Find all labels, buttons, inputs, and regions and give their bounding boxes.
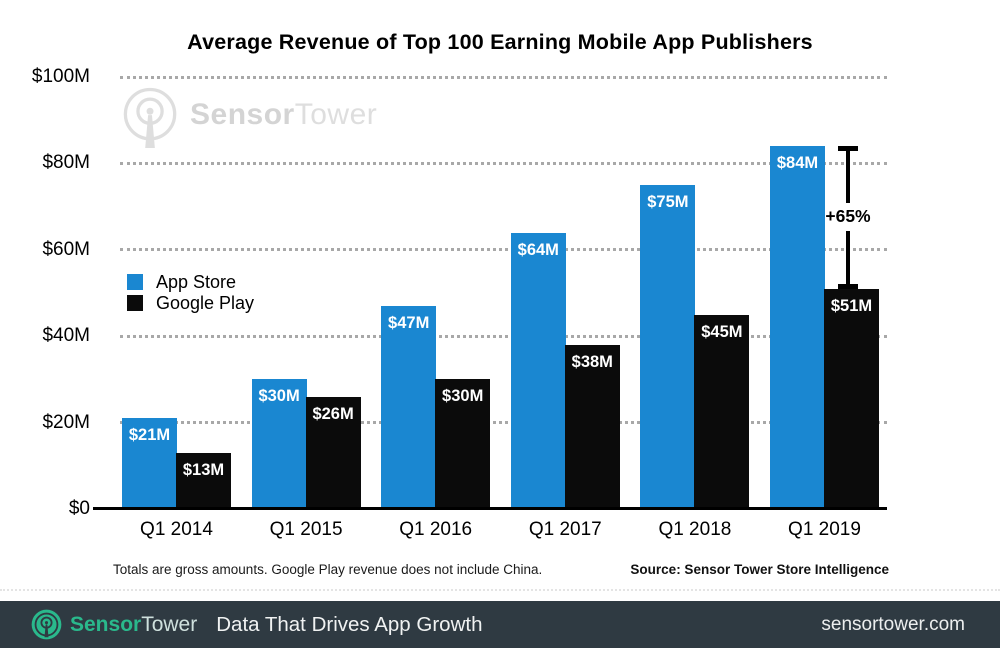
source-note: Source: Sensor Tower Store Intelligence — [630, 562, 889, 577]
legend-swatch-google-play — [127, 295, 143, 311]
chart-title: Average Revenue of Top 100 Earning Mobil… — [187, 30, 813, 54]
x-axis-label-q1-2016: Q1 2016 — [399, 519, 473, 540]
x-axis-label-q1-2015: Q1 2015 — [269, 519, 343, 540]
watermark: SensorTower — [122, 86, 377, 150]
footer-separator-line — [0, 589, 1000, 591]
sensortower-footer-logo-icon — [31, 609, 62, 640]
legend-item-app-store: App Store — [127, 271, 254, 292]
footer-tagline: Data That Drives App Growth — [216, 612, 483, 636]
y-axis-label--0: $0 — [68, 498, 90, 519]
y-axis-label--60m: $60M — [42, 238, 90, 260]
y-axis-label--80m: $80M — [42, 152, 90, 174]
x-axis-line — [93, 507, 887, 510]
gridline--100m — [120, 75, 887, 79]
footer-bar: SensorTower Data That Drives App Growth … — [0, 601, 1000, 648]
bar-value-label: $21M — [128, 426, 171, 445]
footer-brand: SensorTower — [70, 613, 197, 637]
y-axis-label--100m: $100M — [31, 66, 90, 87]
x-axis-label-q1-2017: Q1 2017 — [528, 519, 602, 540]
bar-value-label: $38M — [571, 352, 613, 371]
legend-label-google-play: Google Play — [156, 292, 255, 313]
bar-app-store-q1-2019: $84M — [770, 146, 825, 509]
bar-value-label: $13M — [182, 460, 225, 479]
annotation-top-cap — [838, 146, 858, 152]
watermark-brand-bold: Sensor — [190, 98, 295, 131]
bar-value-label: $45M — [701, 322, 743, 341]
bar-app-store-q1-2018: $75M — [640, 185, 696, 509]
bar-google-play-q1-2019: $51M — [824, 288, 879, 509]
footer-brand-bold: Sensor — [70, 612, 142, 636]
sensortower-watermark-icon — [123, 87, 177, 148]
bar-google-play-q1-2016: $30M — [435, 379, 491, 509]
annotation-bottom-cap — [838, 283, 858, 289]
annotation-lower-line — [846, 231, 850, 284]
footer-brand-light: Tower — [141, 612, 198, 636]
legend-item-google-play: Google Play — [127, 292, 255, 313]
gridline--60m — [120, 248, 887, 252]
gridline--80m — [120, 161, 887, 165]
bar-app-store-q1-2015: $30M — [251, 379, 307, 509]
bar-value-label: $30M — [258, 387, 300, 406]
bar-value-label: $26M — [312, 404, 354, 423]
legend: App Store Google Play — [127, 271, 255, 316]
bar-value-label: $75M — [647, 193, 689, 211]
legend-label-app-store: App Store — [156, 271, 237, 292]
watermark-text: SensorTower — [190, 98, 377, 132]
bar-google-play-q1-2015: $26M — [305, 396, 361, 509]
y-axis-label--20m: $20M — [42, 411, 90, 433]
x-axis-label-q1-2014: Q1 2014 — [140, 519, 213, 540]
bar-app-store-q1-2017: $64M — [510, 232, 566, 509]
bar-value-label: $51M — [830, 296, 873, 315]
bar-google-play-q1-2018: $45M — [694, 314, 750, 509]
bar-google-play-q1-2014: $13M — [176, 452, 231, 509]
gridline--40m — [120, 334, 887, 338]
annotation-upper-line — [846, 151, 850, 204]
y-axis-label--40m: $40M — [42, 325, 90, 347]
bar-value-label: $30M — [442, 387, 484, 406]
bar-google-play-q1-2017: $38M — [564, 344, 620, 509]
x-axis-label-q1-2018: Q1 2018 — [658, 519, 732, 540]
bar-app-store-q1-2016: $47M — [381, 305, 437, 509]
gridline--20m — [120, 421, 887, 425]
growth-annotation-label: +65% — [825, 206, 871, 227]
watermark-brand-light: Tower — [294, 98, 378, 131]
legend-swatch-app-store — [127, 274, 143, 290]
bar-value-label: $64M — [517, 240, 559, 259]
bar-value-label: $47M — [388, 313, 430, 332]
bar-app-store-q1-2014: $21M — [122, 418, 177, 509]
bar-value-label: $84M — [776, 154, 819, 173]
footer-website: sensortower.com — [821, 613, 965, 635]
x-axis-label-q1-2019: Q1 2019 — [788, 519, 861, 540]
footnote: Totals are gross amounts. Google Play re… — [113, 562, 543, 577]
